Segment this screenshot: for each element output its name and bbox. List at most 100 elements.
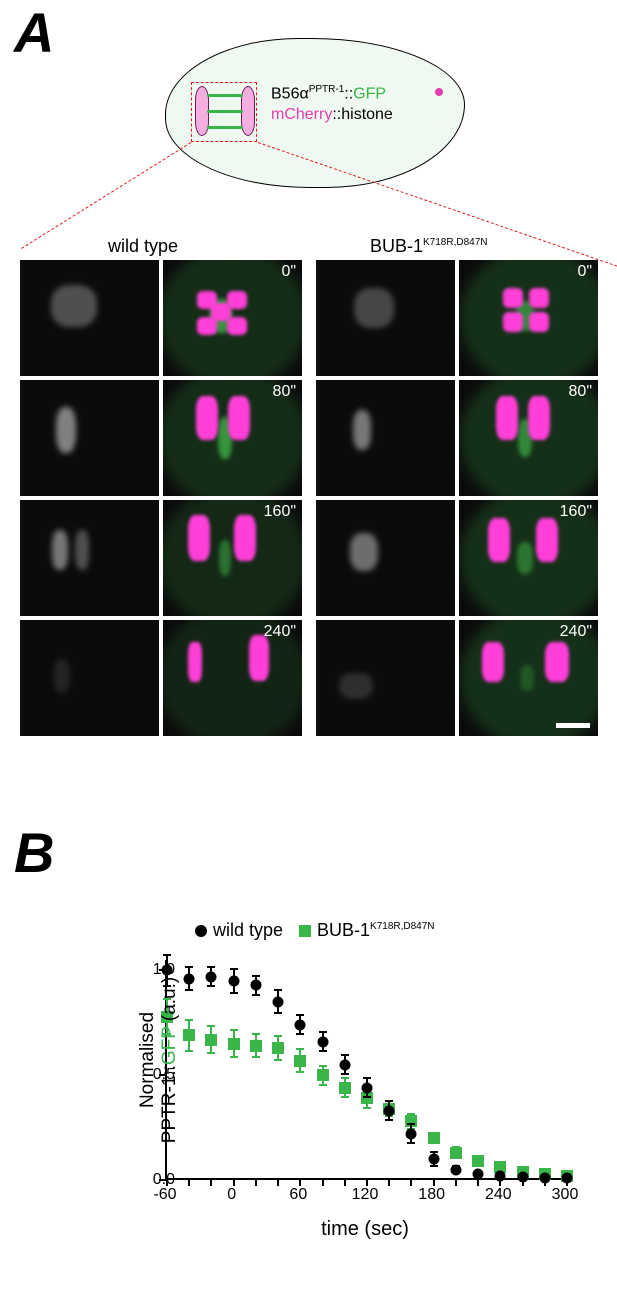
data-point: [472, 1155, 484, 1167]
data-point: [272, 1042, 284, 1054]
x-tick-label: 300: [552, 1186, 579, 1204]
col-header-wt: wild type: [108, 236, 178, 257]
gfp-text: GFP: [159, 1026, 180, 1065]
x-tick: [299, 1178, 301, 1186]
micrograph-grid: 0" 0" 80" 80" 160" 160" 240" 240": [20, 260, 598, 740]
data-point: [406, 1128, 417, 1139]
legend-mut: BUB-1K718R,D847N: [299, 920, 435, 941]
scalebar: [556, 723, 590, 728]
chart-legend: wild type BUB-1K718R,D847N: [195, 920, 435, 941]
x-tick-label: 120: [352, 1186, 379, 1204]
y-tick-label: 0.5: [153, 1066, 175, 1084]
timepoint-label: 160": [560, 503, 592, 521]
micrograph-gray: [316, 380, 455, 496]
timepoint-label: 0": [577, 263, 592, 281]
x-tick: [433, 1178, 435, 1186]
legend-marker-circle: [195, 925, 207, 937]
micrograph-gray: [20, 620, 159, 736]
data-point: [206, 971, 217, 982]
micrograph-gray: [20, 380, 159, 496]
data-point: [539, 1172, 550, 1183]
spindle-line: [207, 94, 243, 97]
legend-wt: wild type: [195, 920, 283, 941]
x-tick-label: 60: [289, 1186, 307, 1204]
legend-marker-square: [299, 925, 311, 937]
x-tick: [255, 1178, 257, 1186]
data-point: [228, 1038, 240, 1050]
data-point: [317, 1036, 328, 1047]
timepoint-label: 80": [569, 383, 592, 401]
x-tick: [188, 1178, 190, 1186]
micrograph-gray: [316, 620, 455, 736]
x-tick-label: 0: [227, 1186, 236, 1204]
panel-b-label: B: [14, 820, 54, 885]
timepoint-label: 240": [264, 623, 296, 641]
data-point: [250, 1040, 262, 1052]
panel-a-label: A: [14, 0, 54, 65]
micrograph-gray: [20, 260, 159, 376]
spindle-line: [207, 110, 243, 113]
data-point: [294, 1055, 306, 1067]
data-point: [317, 1069, 329, 1081]
micrograph-gray: [316, 260, 455, 376]
schematic: B56αPPTR-1::GFP mCherry::histone: [165, 28, 465, 188]
data-point: [473, 1168, 484, 1179]
x-tick-label: -60: [153, 1186, 176, 1204]
micrograph-merge: 160": [163, 500, 302, 616]
x-tick: [322, 1178, 324, 1186]
data-point: [183, 1029, 195, 1041]
x-axis-label: time (sec): [165, 1218, 565, 1241]
chromosome-right: [241, 86, 255, 136]
data-point: [450, 1164, 461, 1175]
chart: wild type BUB-1K718R,D847N Normalised PP…: [115, 950, 585, 1260]
data-point: [339, 1082, 351, 1094]
micrograph-merge: 80": [459, 380, 598, 496]
gfp-text: GFP: [353, 85, 386, 102]
timepoint-label: 240": [560, 623, 592, 641]
col-header-mut: BUB-1K718R,D847N: [370, 236, 488, 257]
micrograph-merge: 240": [163, 620, 302, 736]
data-point: [228, 975, 239, 986]
x-tick-label: 240: [485, 1186, 512, 1204]
micrograph-merge: 80": [163, 380, 302, 496]
micrograph-merge: 0": [163, 260, 302, 376]
x-tick: [344, 1178, 346, 1186]
x-tick: [277, 1178, 279, 1186]
x-tick-label: 180: [418, 1186, 445, 1204]
data-point: [384, 1105, 395, 1116]
x-tick: [410, 1178, 412, 1186]
x-tick: [366, 1178, 368, 1186]
x-tick: [455, 1178, 457, 1186]
micrograph-merge: 160": [459, 500, 598, 616]
data-point: [428, 1154, 439, 1165]
micrograph-merge: 0": [459, 260, 598, 376]
data-point: [184, 973, 195, 984]
timepoint-label: 80": [273, 383, 296, 401]
data-point: [205, 1034, 217, 1046]
schematic-label-1: B56αPPTR-1::GFP: [271, 84, 386, 103]
timepoint-label: 160": [264, 503, 296, 521]
data-point: [250, 980, 261, 991]
y-tick-label: 1.0: [153, 961, 175, 979]
data-point: [362, 1082, 373, 1093]
data-point: [428, 1132, 440, 1144]
micrograph-merge: 240": [459, 620, 598, 736]
projection-line: [21, 142, 191, 249]
data-point: [450, 1147, 462, 1159]
x-tick: [210, 1178, 212, 1186]
data-point: [273, 996, 284, 1007]
timepoint-label: 0": [281, 263, 296, 281]
schematic-label-2: mCherry::histone: [271, 106, 393, 124]
spindle-line: [207, 126, 243, 129]
x-tick: [233, 1178, 235, 1186]
data-point: [517, 1171, 528, 1182]
mcherry-text: mCherry: [271, 106, 332, 123]
x-tick: [388, 1178, 390, 1186]
data-point: [295, 1019, 306, 1030]
micrograph-gray: [316, 500, 455, 616]
data-point: [495, 1170, 506, 1181]
data-point: [339, 1059, 350, 1070]
micrograph-gray: [20, 500, 159, 616]
data-point: [562, 1172, 573, 1183]
y-axis-label: Normalised PPTR-1::GFP (a.u.): [137, 960, 181, 1160]
